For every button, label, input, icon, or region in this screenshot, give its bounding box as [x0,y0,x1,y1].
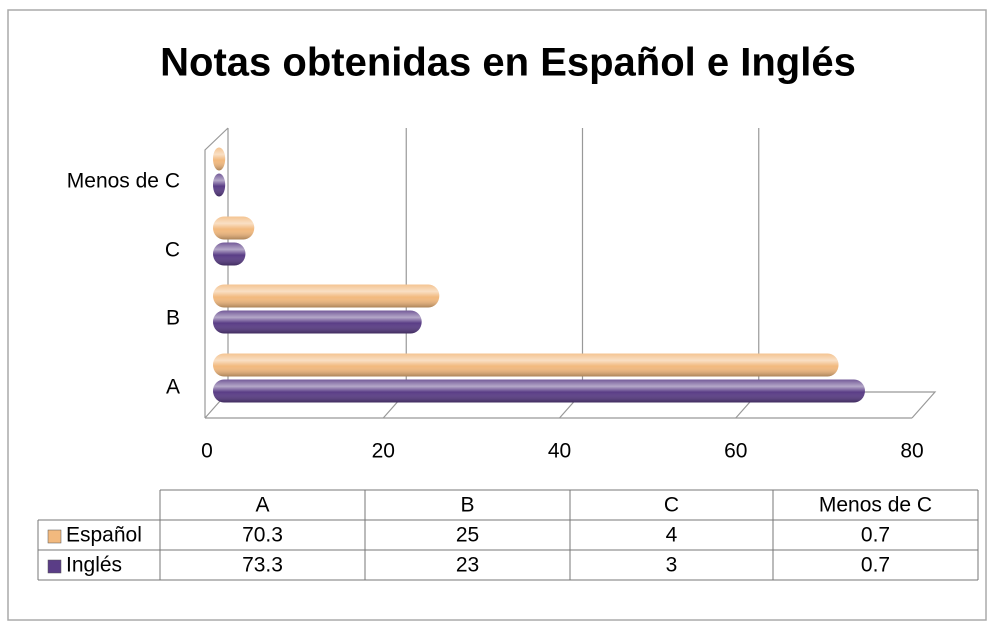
table-value: 70.3 [242,524,283,547]
table-header: B [460,494,474,517]
table-header: A [255,494,269,517]
y-tick-label: B [166,307,180,330]
x-tick-label: 80 [900,440,923,463]
table-value: 23 [456,554,479,577]
legend-swatch [47,559,62,574]
x-tick-label: 0 [201,440,213,463]
bar-shine [213,173,226,197]
bar-shine [213,353,839,377]
chart-title: Notas obtenidas en Español e Inglés [160,41,856,85]
table-value: 4 [666,524,678,547]
legend-label: Inglés [66,554,122,577]
table-value: 25 [456,524,479,547]
bar-shine [213,379,865,403]
table-value: 3 [666,554,678,577]
y-tick-label: Menos de C [67,170,180,193]
bar-shine [213,284,440,308]
legend-label: Español [66,524,142,547]
table-header: C [664,494,679,517]
chart-frame [7,9,987,621]
legend-swatch [47,529,62,544]
x-tick-label: 20 [372,440,395,463]
x-tick-label: 40 [548,440,571,463]
y-tick-label: C [165,239,180,262]
table-header: Menos de C [819,494,932,517]
x-tick-label: 60 [724,440,747,463]
bar-shine [213,216,255,240]
y-tick-label: A [166,376,180,399]
table-value: 0.7 [861,524,890,547]
bar-shine [213,147,226,171]
bar-shine [213,310,422,334]
bar-shine [213,242,246,266]
table-value: 0.7 [861,554,890,577]
table-value: 73.3 [242,554,283,577]
